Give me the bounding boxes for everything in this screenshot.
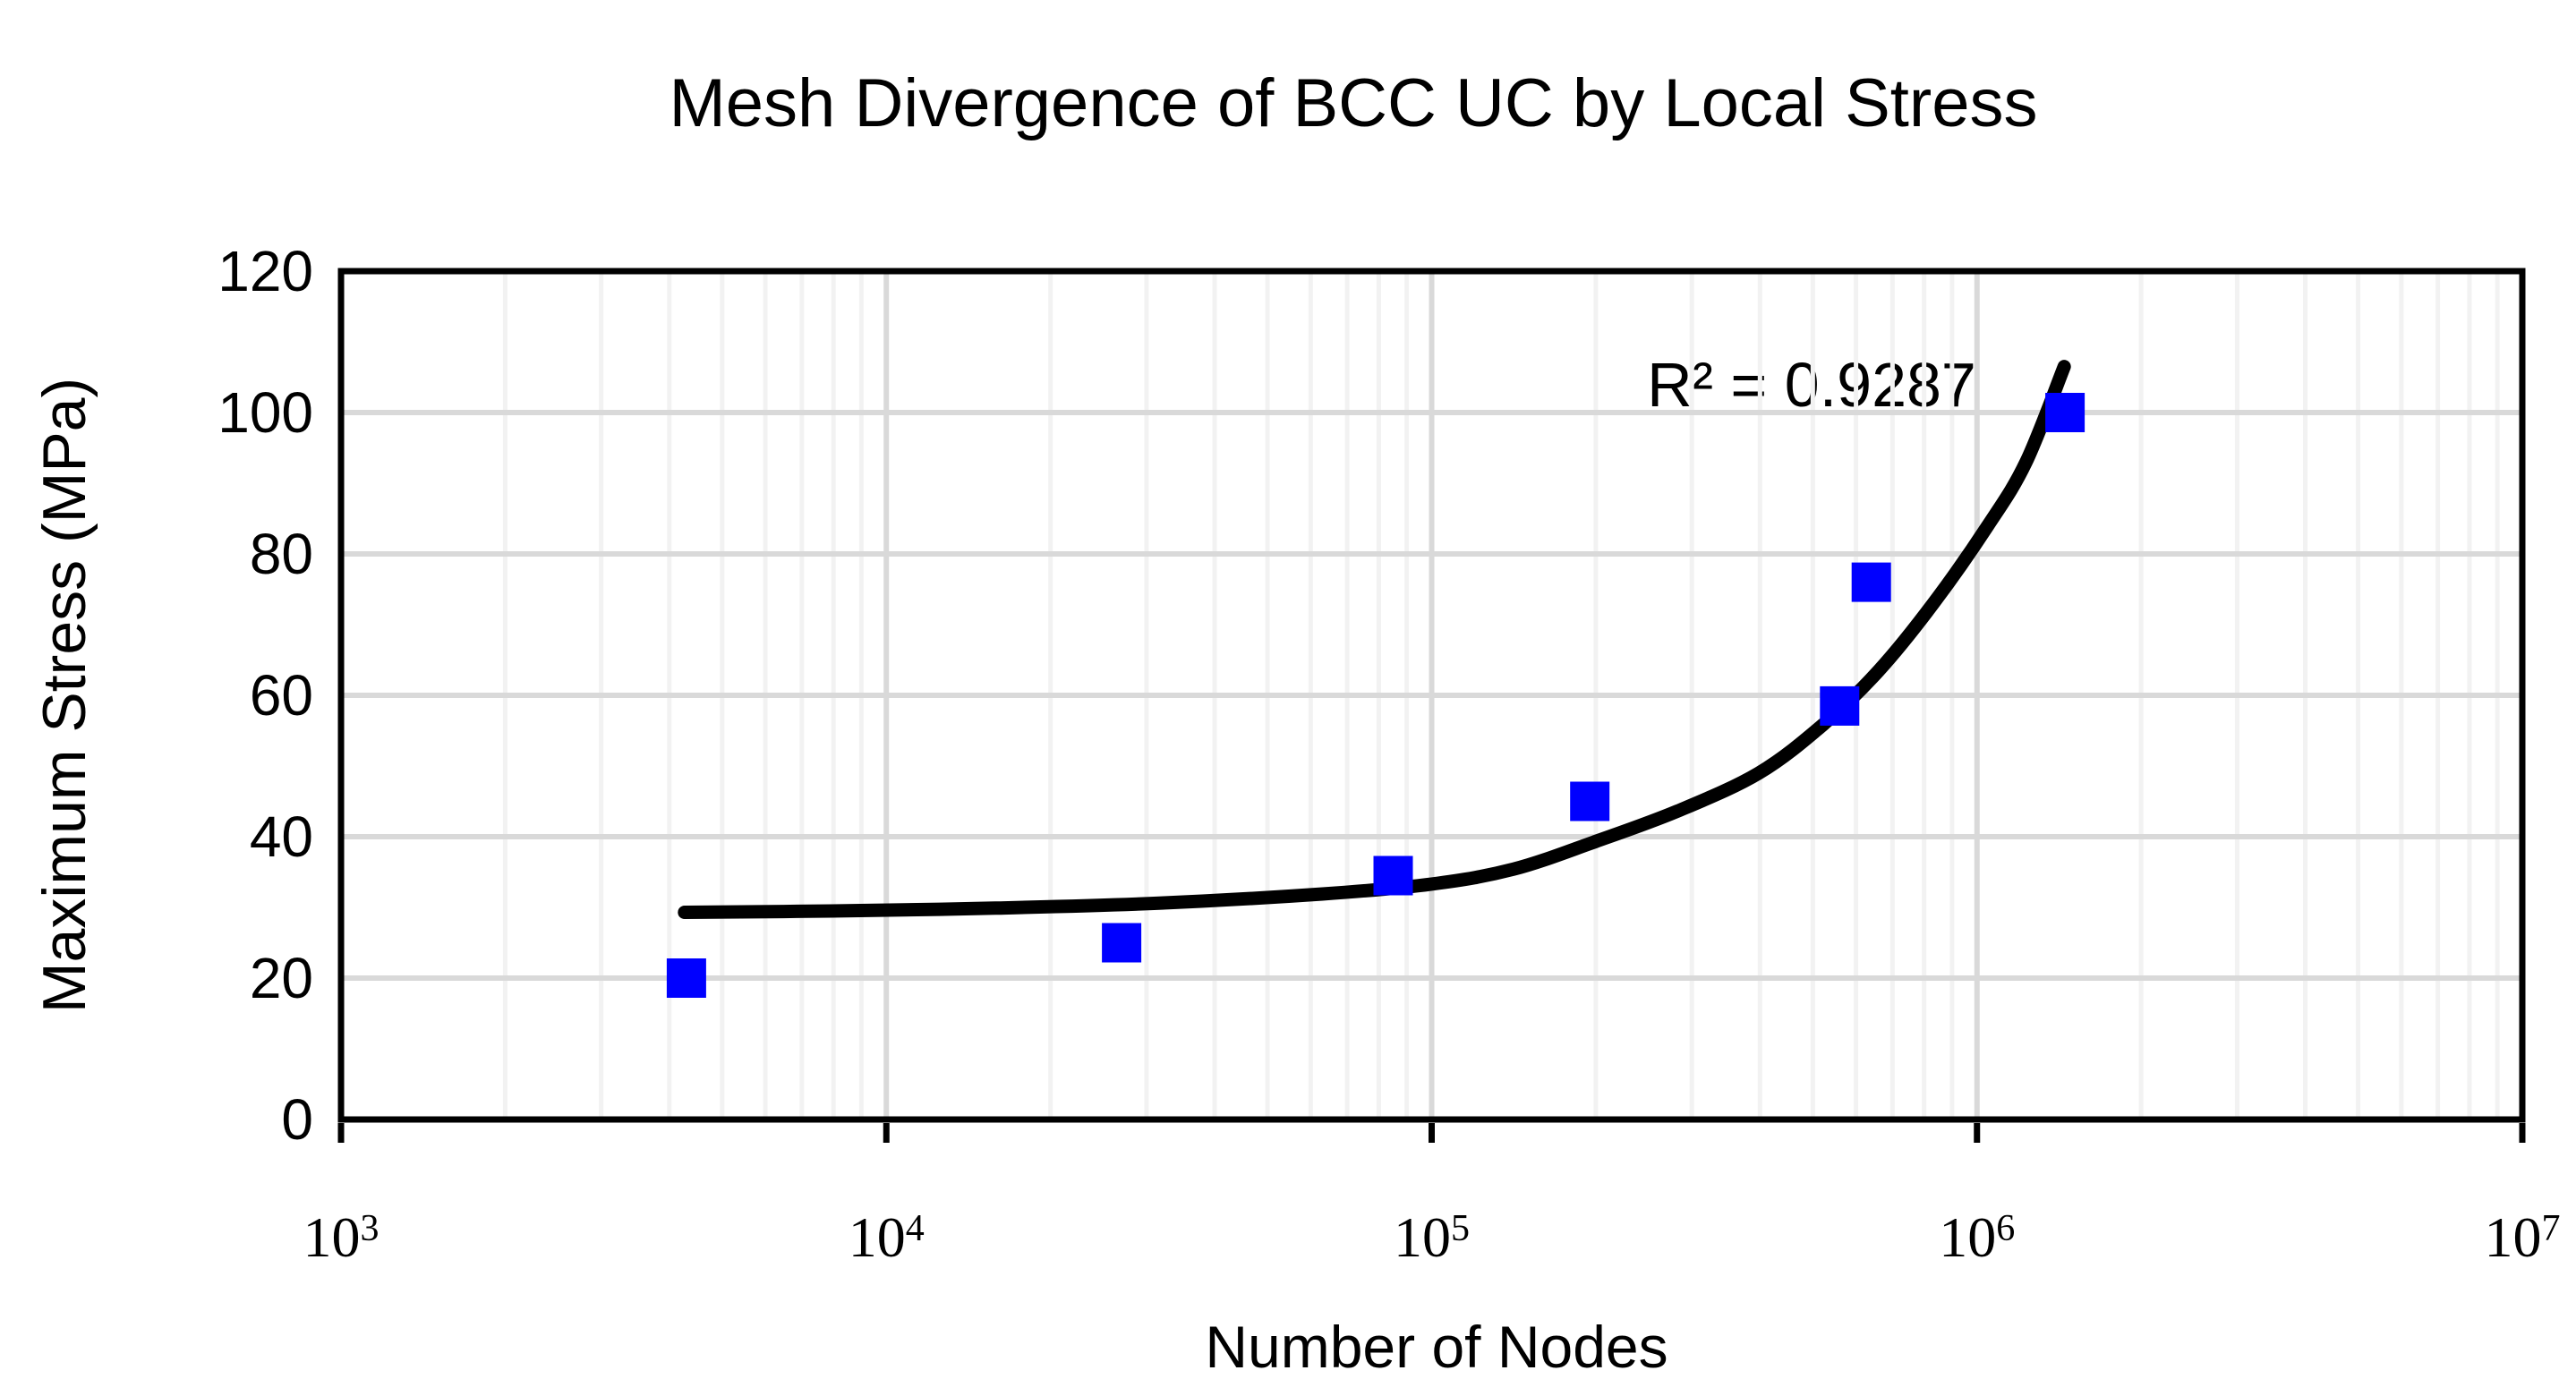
x-tick-exponent: 4	[905, 1207, 925, 1249]
x-tick-label: 103	[303, 1204, 380, 1271]
data-point-marker	[1102, 923, 1142, 963]
y-tick-label: 120	[218, 239, 313, 303]
x-tick-base: 10	[303, 1205, 361, 1269]
data-point-marker	[2045, 393, 2086, 432]
chart-title: Mesh Divergence of BCC UC by Local Stres…	[669, 65, 2038, 141]
x-tick-label: 104	[849, 1204, 925, 1271]
y-tick-label: 100	[218, 380, 313, 445]
data-point-marker	[1373, 855, 1413, 896]
trendline-curve	[678, 360, 2071, 919]
data-point-marker	[1851, 562, 1891, 602]
x-tick-exponent: 6	[1996, 1207, 2016, 1249]
y-tick-label: 0	[281, 1087, 313, 1152]
data-point-marker	[666, 958, 706, 998]
y-tick-label: 40	[249, 804, 313, 869]
data-point-marker	[1570, 781, 1610, 821]
x-axis-title: Number of Nodes	[1205, 1314, 1668, 1380]
data-point-marker	[1820, 685, 1860, 726]
x-tick-base: 10	[1394, 1205, 1451, 1269]
plot-border	[337, 268, 2526, 1123]
x-tick-label: 106	[1939, 1204, 2015, 1271]
x-tick-exponent: 3	[360, 1207, 380, 1249]
x-tick-base: 10	[848, 1205, 906, 1269]
y-tick-label: 60	[249, 663, 313, 728]
x-tick-base: 10	[1939, 1205, 1997, 1269]
y-tick-label: 20	[249, 946, 313, 1010]
y-tick-label: 80	[249, 522, 313, 586]
x-tick-exponent: 7	[2541, 1207, 2561, 1249]
x-tick-label: 105	[1394, 1204, 1470, 1271]
x-tick-base: 10	[2484, 1205, 2542, 1269]
x-tick-label: 107	[2485, 1204, 2561, 1271]
x-tick-exponent: 5	[1451, 1207, 1470, 1249]
